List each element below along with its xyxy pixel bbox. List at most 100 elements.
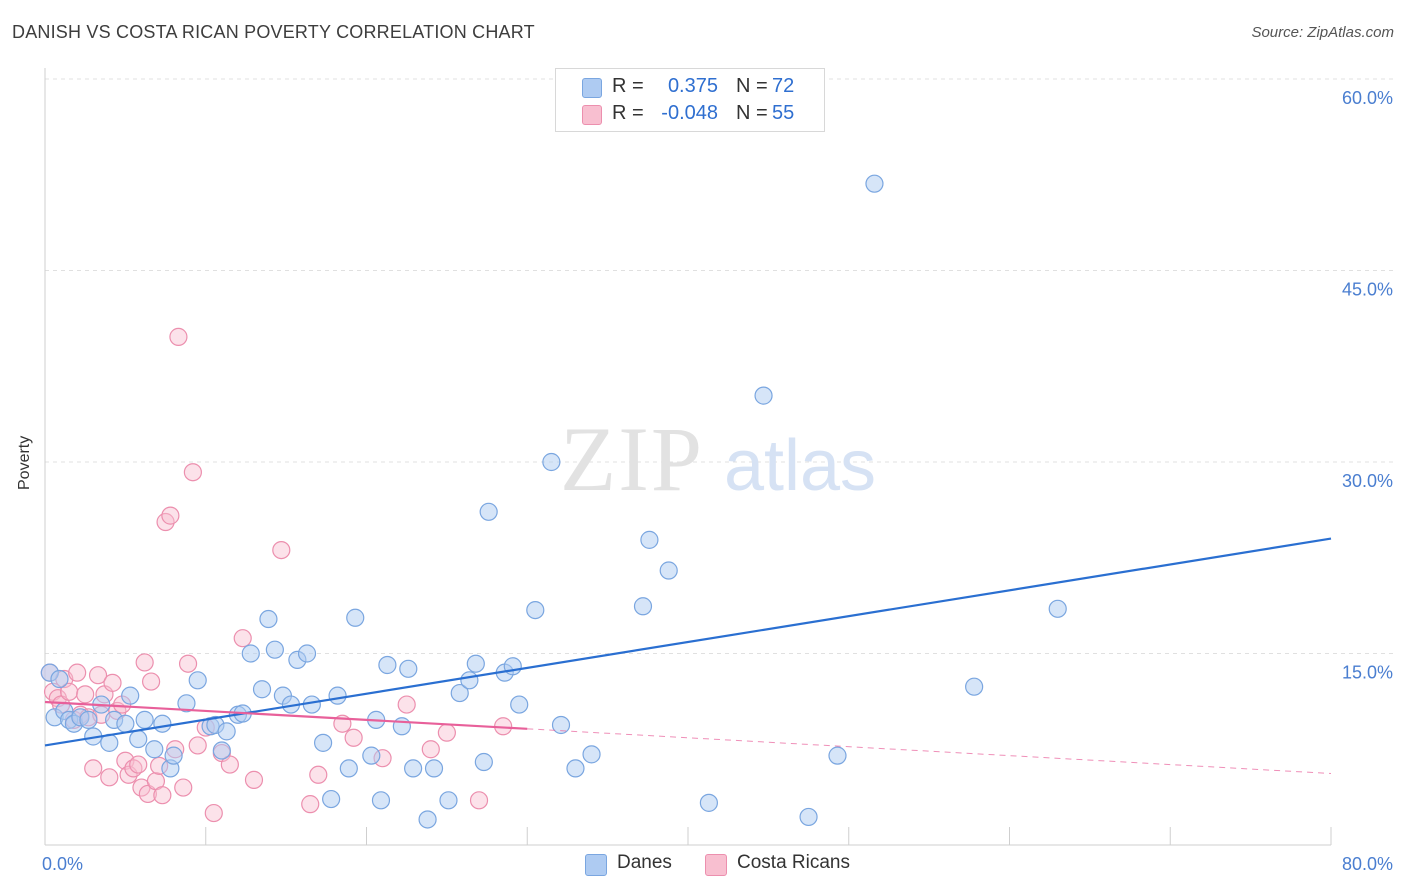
costa-ricans-point [244,770,264,789]
danes-point [265,640,284,659]
x-tick-label: 0.0% [42,854,83,874]
danes-point [439,791,458,810]
costa-ricans-point [161,506,180,525]
danes-point [252,680,272,699]
danes-point [510,695,529,714]
costa-ricans-point [421,740,440,759]
danes-legend-swatch [585,854,607,876]
danes-swatch [582,78,602,98]
costa-ricans-point [344,728,363,747]
legend-n-value: 55 [772,102,795,124]
costa-ricans-point [68,663,87,682]
danes-point [424,759,444,778]
y-tick-label: 30.0% [1342,471,1393,491]
trend-lines [44,537,1332,775]
danes-point [450,683,469,703]
costa-ricans-point [129,755,148,774]
danes-point [965,677,984,696]
danes-point [566,759,585,778]
danes-point [466,654,485,673]
costa-ricans-point [76,685,95,704]
costa-ricans-point [301,795,320,814]
danes-point [362,746,381,765]
costa-ricans-trend-extension [527,728,1332,775]
costa-ricans-point [309,765,328,784]
danes-point [188,671,207,690]
danes-point [153,714,172,733]
danes-point [121,686,140,705]
costa-ricans-point [174,778,193,797]
danes-point [322,789,341,809]
danes-point [217,722,236,741]
costa-ricans-point [103,673,122,692]
legend-r-label: R = [612,75,644,97]
legend-n-value: 72 [772,75,795,97]
legend-n-label: N = [736,102,768,124]
x-tick-label: 80.0% [1342,854,1393,874]
danes-point [145,740,164,759]
danes-point [828,746,847,765]
costa-ricans-point [437,723,456,742]
danes-point [297,644,317,663]
chart-title: DANISH VS COSTA RICAN POVERTY CORRELATIO… [12,22,535,42]
danes-point [582,745,601,764]
costa-ricans-legend-label: Costa Ricans [737,852,850,873]
danes-point [551,715,571,735]
correlation-legend: R = 0.375 N = 72 R = -0.048 N = 55 [555,68,825,132]
costa-ricans-point [153,786,172,805]
y-tick-label: 15.0% [1342,663,1393,683]
danes-point [399,659,418,678]
danes-point [339,759,358,778]
danes-point [79,710,98,729]
costa-ricans-point [397,695,416,714]
danes-point [865,174,884,193]
costa-ricans-point [188,736,207,755]
danes-point [1048,599,1067,618]
legend-r-value: 0.375 [667,75,718,97]
danes-point [526,600,545,620]
danes-points [40,174,1067,829]
axes [44,68,1332,846]
y-tick-label: 45.0% [1342,280,1393,300]
costa-ricans-point [469,791,489,810]
tick-labels: 15.0% 30.0% 45.0% 60.0% 0.0% 80.0% [42,88,1393,874]
danes-point [328,686,347,705]
danes-point [633,597,653,616]
danes-point [50,669,69,689]
danes-point [640,530,659,549]
costa-ricans-point [204,803,223,823]
gridlines [45,78,1393,654]
costa-ricans-point [233,629,252,648]
danes-point [378,655,397,675]
danes-point [129,729,148,749]
costa-ricans-legend-swatch [705,854,727,876]
legend-r-label: R = [612,102,644,124]
danes-point [116,714,135,733]
legend-r-value: -0.048 [661,102,718,124]
danes-point [371,791,391,810]
danes-point [474,752,493,772]
danes-point [699,793,718,812]
watermark-atlas: atlas [724,426,876,506]
danes-point [135,710,154,729]
danes-point [542,452,561,472]
costa-ricans-point [183,463,202,482]
costa-ricans-point [84,759,103,778]
costa-ricans-point [141,672,161,691]
danes-point [404,759,423,778]
danes-point [392,717,411,736]
danes-point [164,746,183,765]
costa-ricans-point [178,654,198,673]
danes-point [799,807,818,827]
costa-ricans-point [88,666,108,685]
y-tick-label: 60.0% [1342,88,1393,108]
danes-point [177,694,196,713]
danes-point [241,644,260,663]
costa-ricans-trend-line [44,700,528,730]
danes-point [754,386,773,405]
danes-point [259,609,278,629]
costa-ricans-point [169,327,188,346]
costa-ricans-point [135,653,154,672]
danes-trend-line [44,537,1332,747]
